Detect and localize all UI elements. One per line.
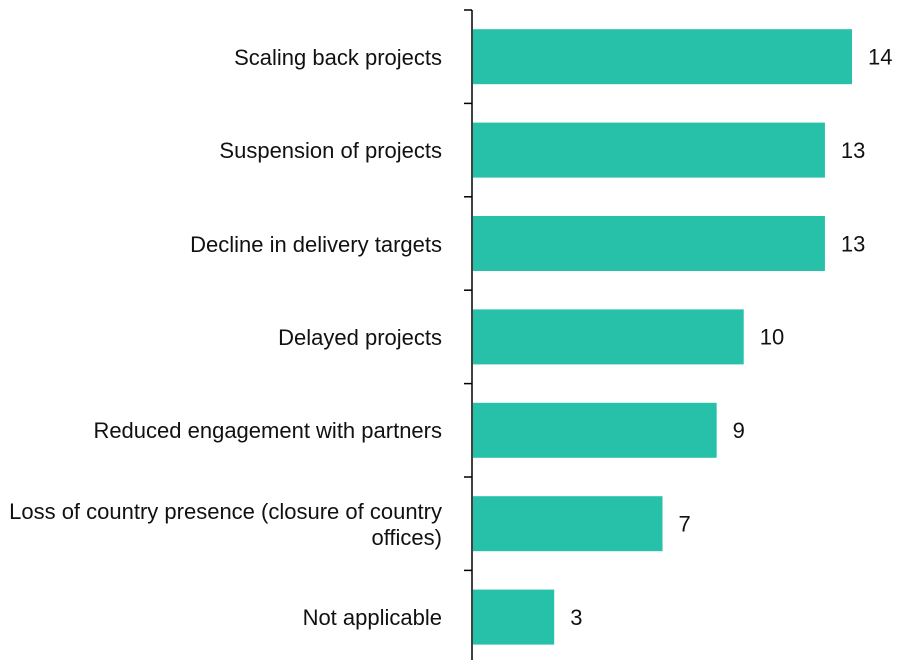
category-label: Decline in delivery targets	[190, 231, 442, 257]
value-label: 3	[570, 605, 582, 630]
category-label: Suspension of projects	[219, 138, 442, 164]
category-label: Loss of country presence (closure of cou…	[9, 498, 442, 550]
category-label: Reduced engagement with partners	[93, 418, 442, 444]
category-label: Delayed projects	[278, 324, 442, 350]
bar	[473, 589, 555, 645]
value-label: 14	[868, 45, 892, 70]
value-label: 13	[841, 138, 865, 163]
value-label: 9	[733, 418, 745, 443]
bar	[473, 122, 825, 178]
bar	[473, 216, 825, 271]
bar	[473, 309, 744, 365]
value-label: 7	[679, 512, 691, 537]
category-label: Not applicable	[302, 605, 442, 631]
bar	[473, 496, 663, 552]
category-label: Scaling back projects	[234, 44, 442, 70]
value-label: 10	[760, 325, 784, 350]
bar	[473, 29, 852, 85]
value-label: 13	[841, 231, 865, 256]
bar	[473, 402, 717, 458]
